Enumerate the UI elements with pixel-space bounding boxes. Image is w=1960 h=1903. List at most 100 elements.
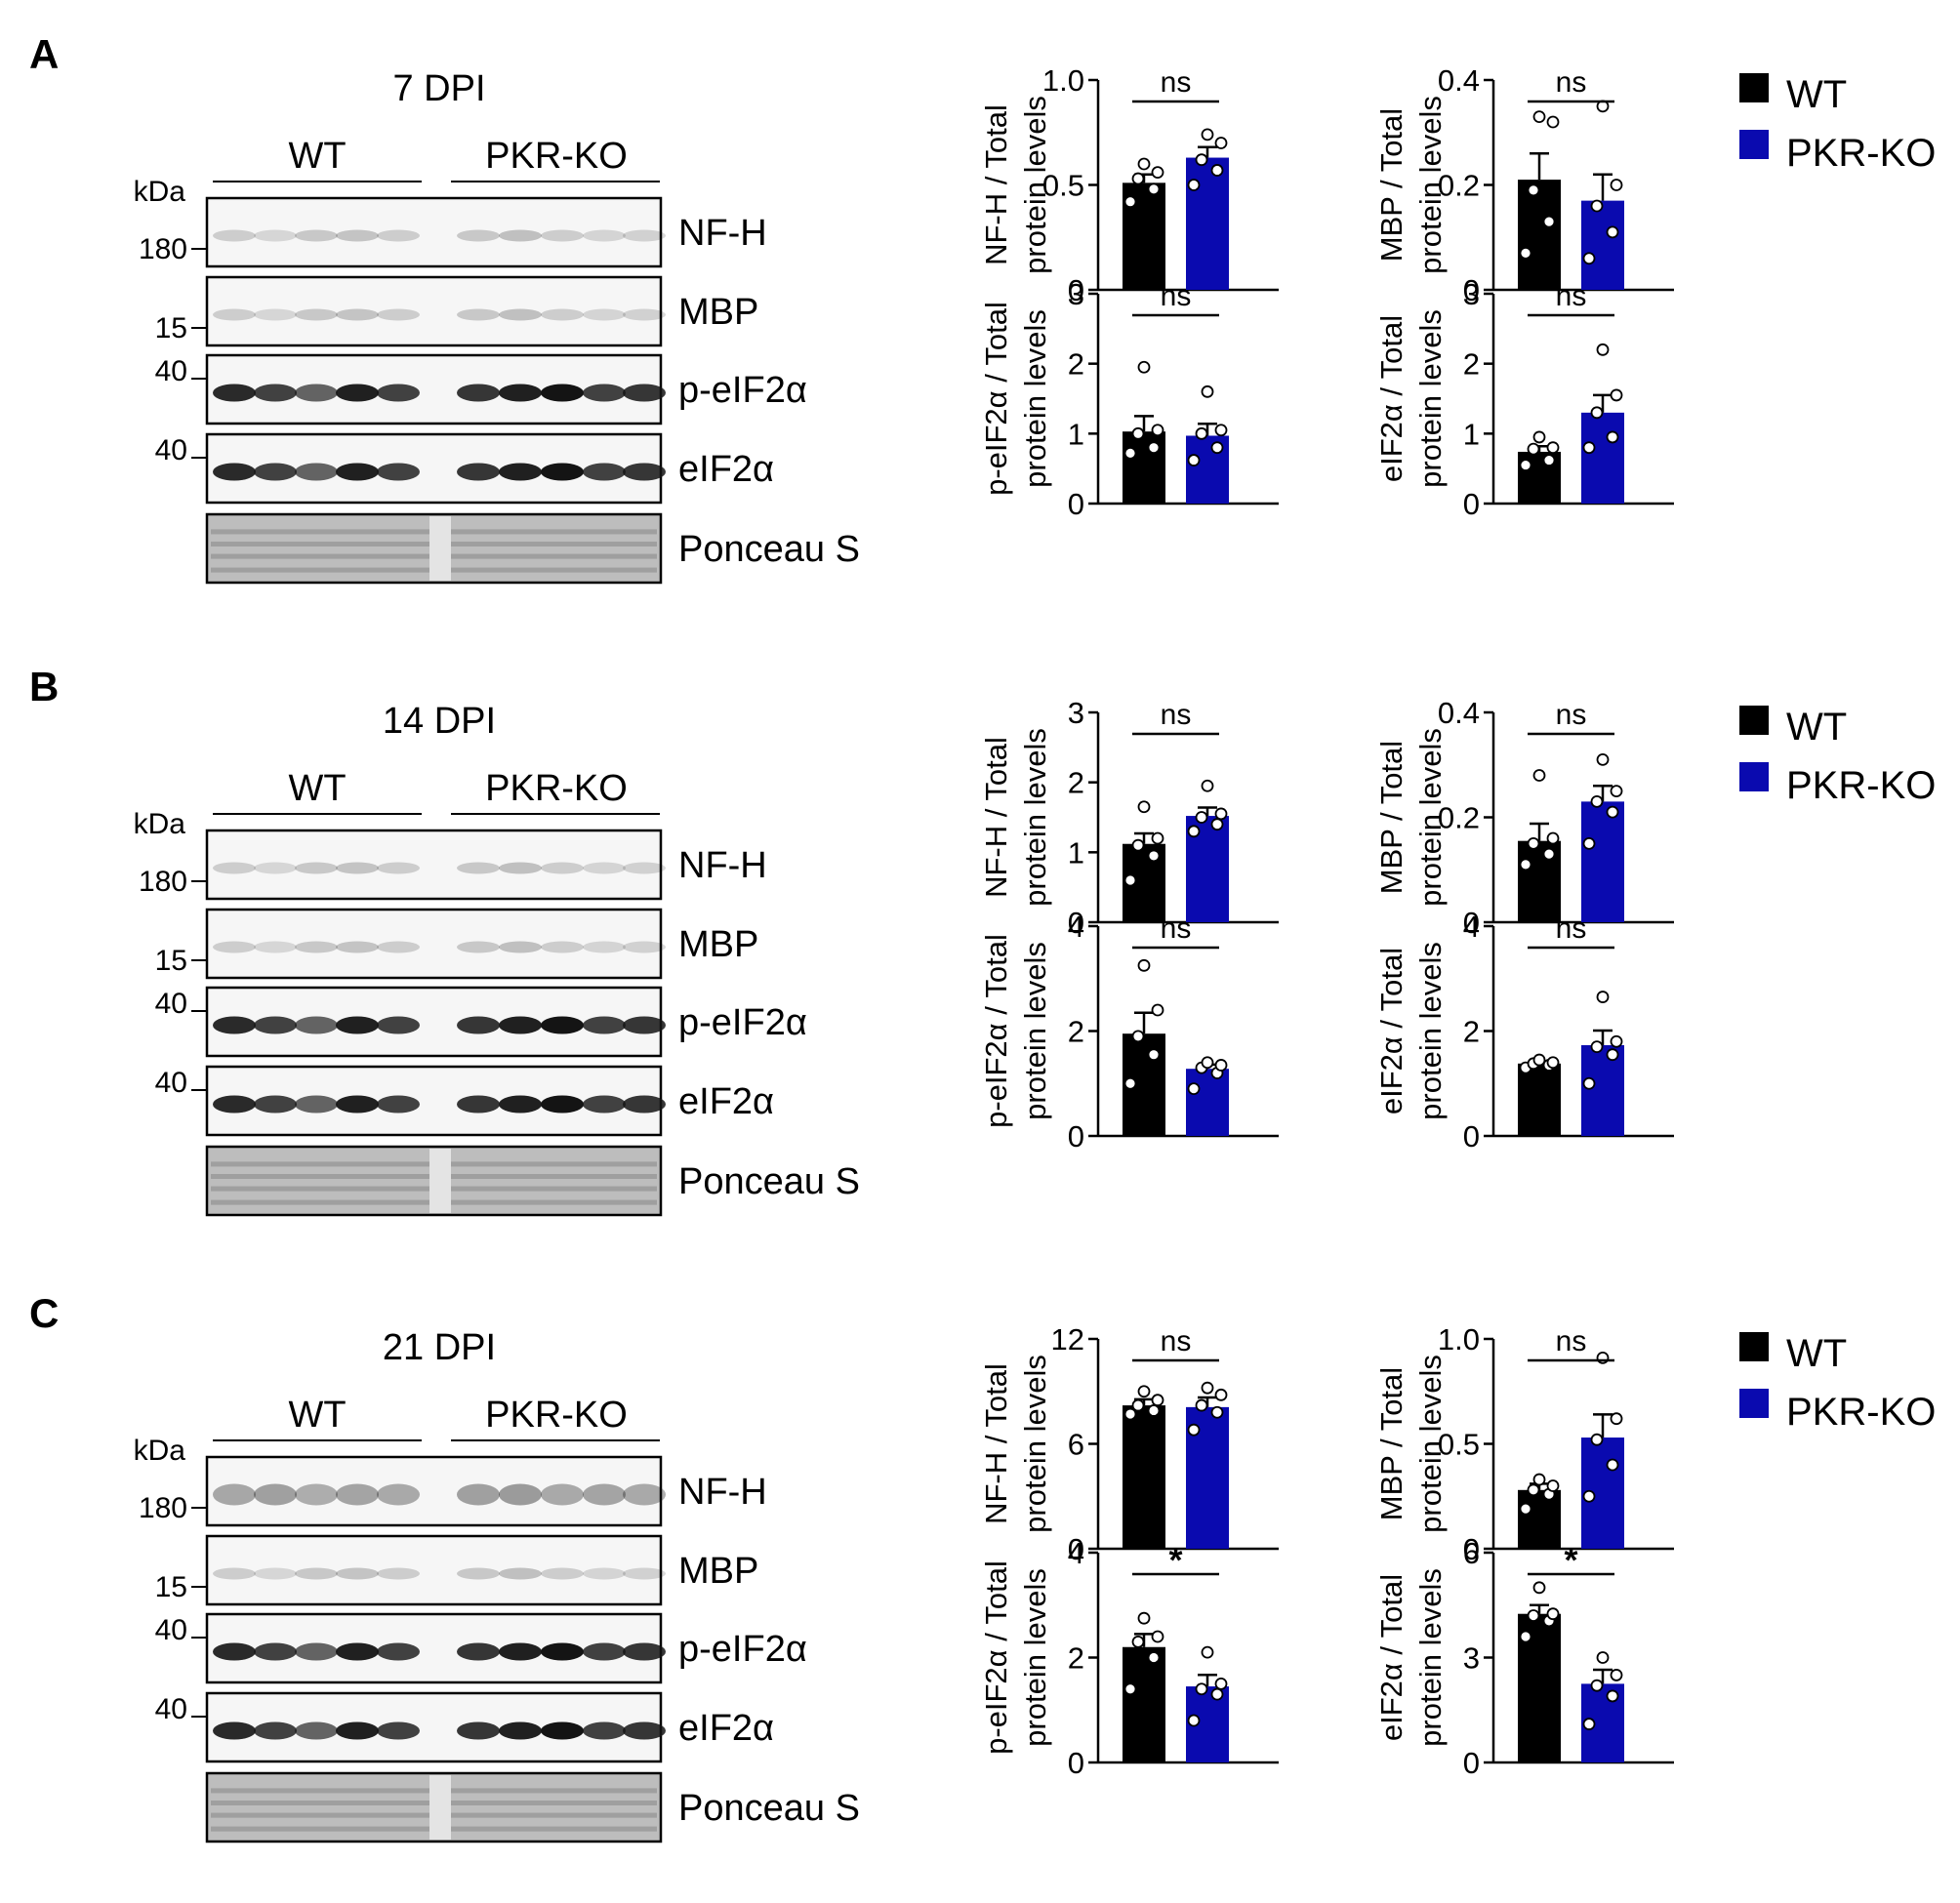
blot-band	[377, 463, 420, 481]
data-point	[1527, 1483, 1540, 1497]
data-point	[1151, 1003, 1164, 1017]
data-point	[1542, 454, 1556, 466]
kda-marker: 40	[155, 988, 187, 1020]
blot-band	[583, 308, 626, 321]
data-point	[1610, 785, 1623, 798]
data-point	[1187, 1082, 1201, 1096]
blot-band	[254, 1721, 297, 1740]
data-point	[1147, 441, 1161, 455]
blot-band	[295, 1483, 338, 1506]
blot-band	[213, 1016, 256, 1034]
blot-band	[583, 1642, 626, 1661]
data-point	[1532, 769, 1546, 782]
blot-frame	[205, 1534, 663, 1606]
data-point	[1519, 858, 1532, 871]
y-tick-label: 6	[1068, 1428, 1084, 1462]
data-point	[1131, 426, 1145, 440]
blot-band	[541, 862, 584, 874]
data-point	[1610, 1412, 1623, 1426]
blot-band	[254, 862, 297, 874]
blot-band	[457, 1483, 500, 1506]
significance-label: ns	[1556, 912, 1587, 945]
data-point	[1582, 836, 1596, 850]
data-point	[1195, 426, 1208, 440]
blot-band	[541, 1567, 584, 1580]
blot-label: MBP	[678, 1551, 758, 1592]
blot-band	[377, 1567, 420, 1580]
data-point	[1137, 1611, 1151, 1625]
data-point	[1532, 430, 1546, 444]
bar-ko	[1581, 200, 1624, 290]
data-point	[1151, 424, 1164, 437]
blot-label: NF-H	[678, 845, 767, 886]
blot-band	[541, 229, 584, 242]
blot-band	[213, 1567, 256, 1580]
blot-band	[623, 1016, 666, 1034]
data-point	[1542, 847, 1556, 861]
kda-marker: 40	[155, 355, 187, 387]
data-point	[1187, 1714, 1201, 1727]
blot-band	[583, 862, 626, 874]
bar-charts: 00.51.0NF-H / Total protein levelsns00.20…	[979, 63, 1674, 1780]
data-point	[1606, 1048, 1619, 1062]
blot-band	[213, 1721, 256, 1740]
blot-band	[583, 463, 626, 481]
blot-band	[295, 1567, 338, 1580]
group-label-wt: WT	[288, 136, 346, 177]
data-point	[1527, 442, 1540, 456]
data-point	[1123, 873, 1137, 887]
group-label-wt: WT	[288, 1395, 346, 1436]
kda-marker: 40	[155, 1614, 187, 1646]
significance-label: ns	[1556, 699, 1587, 731]
panel-letter: A	[29, 31, 59, 77]
blot-label: eIF2α	[678, 1081, 774, 1122]
legend-swatch-wt	[1739, 1332, 1769, 1361]
blot-band	[457, 1016, 500, 1034]
y-tick-label: 2	[1068, 1015, 1084, 1049]
blot-band	[541, 463, 584, 481]
y-tick-label: 0.4	[1438, 696, 1480, 730]
blot-band	[541, 308, 584, 321]
y-axis-label: MBP / Total protein levels	[1374, 1355, 1448, 1533]
y-axis-label-line: NF-H / Total	[979, 1363, 1013, 1524]
y-tick-label: 3	[1463, 277, 1480, 311]
panel-letter: C	[29, 1290, 59, 1336]
y-axis-label: eIF2α / Total protein levels	[1374, 1568, 1448, 1747]
significance-label: *	[1168, 1540, 1182, 1580]
data-point	[1596, 343, 1610, 356]
bar-chart: 0 2 4 p-eIF2α / Total protein levels ns	[979, 910, 1279, 1154]
blot-band	[336, 463, 379, 481]
blot-band	[295, 384, 338, 402]
blot-band	[336, 1016, 379, 1034]
data-point	[1151, 1394, 1164, 1407]
blot-strip: Ponceau S	[205, 1145, 860, 1217]
y-tick-label: 1	[1068, 835, 1084, 870]
data-point	[1606, 805, 1619, 819]
blot-label: Ponceau S	[678, 1788, 860, 1829]
y-tick-label: 0	[1463, 487, 1480, 521]
data-point	[1147, 1048, 1161, 1062]
kda-label: kDa	[134, 176, 186, 208]
blot-band	[541, 941, 584, 953]
y-tick-label: 3	[1463, 1641, 1480, 1676]
blot-band	[254, 308, 297, 321]
group-label-wt: WT	[288, 768, 346, 809]
blot-band	[213, 308, 256, 321]
data-point	[1527, 183, 1540, 197]
blot-band	[499, 308, 542, 321]
blot-band	[457, 1721, 500, 1740]
data-point	[1546, 1607, 1560, 1621]
data-point	[1131, 1030, 1145, 1043]
blot-band	[254, 1016, 297, 1034]
data-point	[1546, 441, 1560, 455]
bar-wt	[1518, 180, 1561, 290]
y-tick-label: 4	[1463, 910, 1480, 944]
y-tick-label: 6	[1463, 1536, 1480, 1570]
y-tick-label: 0	[1068, 1746, 1084, 1780]
blot-band	[377, 308, 420, 321]
blot-band	[583, 1483, 626, 1506]
y-axis-label-line: protein levels	[1018, 1568, 1052, 1747]
legend-label-wt: WT	[1786, 1332, 1847, 1375]
data-point	[1532, 1473, 1546, 1486]
